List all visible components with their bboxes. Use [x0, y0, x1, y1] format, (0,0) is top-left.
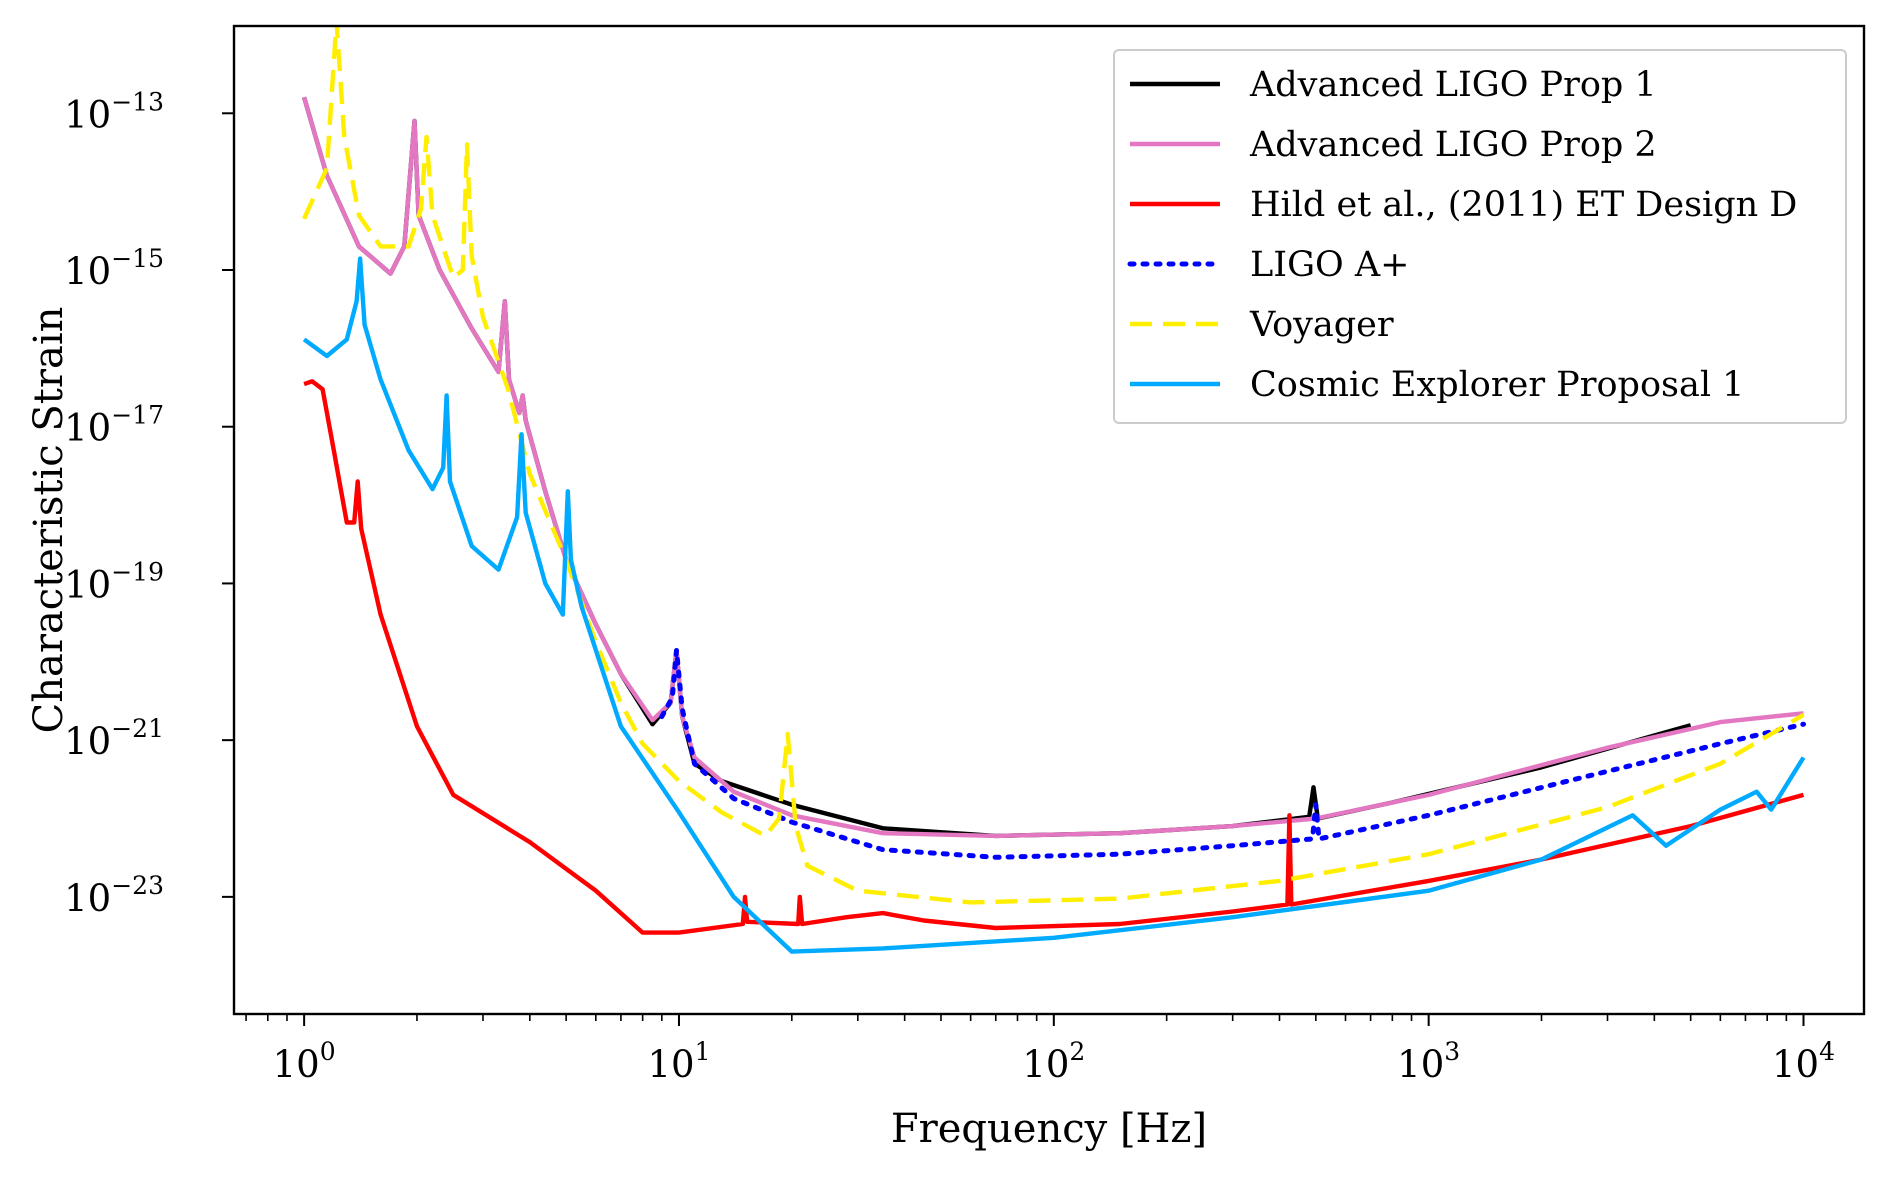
plot-frame [232, 24, 1866, 1016]
series-line-2 [301, 96, 1804, 839]
x-tick-label-2: 102 [1022, 1037, 1085, 1086]
x-tick-label-3: 103 [1397, 1037, 1460, 1086]
y-tick-label-3: 10−19 [64, 557, 164, 606]
legend-label-4: LIGO A+ [1250, 245, 1409, 285]
legend-label-1: Advanced LIGO Prop 1 [1249, 65, 1657, 105]
legend-label-3: Hild et al., (2011) ET Design D [1250, 185, 1797, 225]
legend-label-5: Voyager [1249, 305, 1394, 345]
x-tick-label-4: 104 [1772, 1037, 1835, 1086]
y-tick-label-2: 10−17 [64, 401, 164, 450]
y-tick-label-1: 10−15 [64, 244, 164, 293]
x-axis-title: Frequency [Hz] [891, 1106, 1207, 1152]
y-tick-label-0: 10−13 [64, 87, 164, 136]
legend: Advanced LIGO Prop 1 Advanced LIGO Prop 2… [1113, 49, 1847, 424]
x-tick-label-1: 101 [647, 1037, 710, 1086]
series-line-6 [302, 256, 1806, 954]
y-tick-label-4: 10−21 [64, 714, 164, 763]
legend-label-6: Cosmic Explorer Proposal 1 [1250, 365, 1744, 405]
series-line-4 [659, 647, 1806, 860]
series-layer [301, 26, 1806, 954]
x-tick-label-0: 100 [273, 1037, 336, 1086]
y-axis-title: Characteristic Strain [26, 307, 72, 734]
legend-label-2: Advanced LIGO Prop 2 [1249, 125, 1657, 165]
y-tick-label-5: 10−23 [64, 871, 164, 920]
legend-box [1113, 49, 1847, 424]
